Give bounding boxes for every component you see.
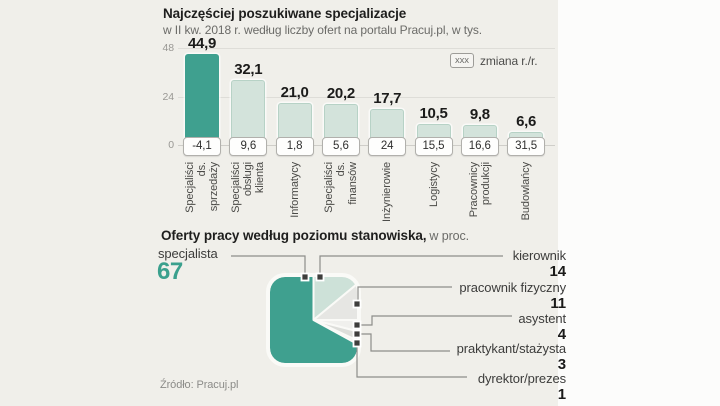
- pie-chart-title: Oferty pracy według poziomu stanowiska, w…: [161, 228, 469, 243]
- pie-slice-specjalista: [270, 277, 357, 363]
- bar-value: 10,5: [419, 104, 448, 122]
- bar-value: 6,6: [516, 112, 537, 130]
- y-axis-tick: 48: [162, 42, 175, 54]
- bar-value: 32,1: [234, 61, 263, 79]
- bar-1: [231, 80, 266, 145]
- bar-change-badge: 5,6: [321, 137, 360, 156]
- pie-title-unit: w proc.: [429, 229, 470, 243]
- pie-label-name: praktykant/stażysta: [456, 341, 566, 356]
- pie-label-value: 11: [550, 295, 566, 312]
- pie-label-specjalista: specjalista: [158, 246, 218, 261]
- square-pie-chart: [231, 255, 512, 378]
- bar-category-label: Logistycy: [427, 162, 440, 207]
- y-axis-tick: 24: [162, 90, 175, 103]
- connector-specjalista: [231, 255, 306, 273]
- marker-kierownik: [315, 272, 325, 282]
- bar-chart-subtitle: w II kw. 2018 r. według liczby ofert na …: [163, 23, 482, 37]
- marker-specjalista: [300, 272, 310, 282]
- pie-label-value: 4: [557, 326, 566, 343]
- bar-change-badge: 1,8: [275, 137, 314, 156]
- source-note: Źródło: Pracuj.pl: [160, 379, 239, 391]
- legend-tag: xxx: [450, 53, 474, 68]
- bar-change-badge: 16,6: [460, 137, 499, 156]
- pie-label-name: dyrektor/prezes: [477, 371, 566, 386]
- bar-category-label: Specjaliści ds. finansów: [322, 162, 359, 213]
- pie-slices: [270, 277, 357, 363]
- pie-label-kierownik: kierownik 14: [512, 248, 567, 280]
- y-axis-tick: 0: [168, 139, 174, 151]
- legend: xxx zmiana r./r.: [450, 53, 538, 68]
- bar-category-label: Inżynierowie: [381, 162, 394, 222]
- pie-label-value: 3: [557, 356, 566, 373]
- pie-label-value: 14: [549, 263, 567, 280]
- legend-label: zmiana r./r.: [479, 53, 538, 68]
- bar-change-badge: 31,5: [507, 137, 546, 156]
- marker-pracownik-fizyczny: [352, 299, 362, 309]
- bar-chart-title: Najczęściej poszukiwane specjalizacje: [163, 6, 407, 21]
- pie-label-asystent: asystent 4: [518, 311, 566, 343]
- bar-category-label: Specjaliści ds. sprzedaży: [184, 162, 220, 213]
- pie-label-praktykant-sta-ysta: praktykant/stażysta 3: [456, 341, 566, 373]
- marker-asystent: [352, 320, 362, 330]
- bar-value: 20,2: [326, 85, 355, 103]
- pie-label-name: pracownik fizyczny: [459, 280, 566, 295]
- bar-category-label: Pracownicy produkcji: [467, 162, 492, 218]
- bar-value: 17,7: [373, 90, 402, 108]
- bar-change-badge: 24: [368, 137, 407, 156]
- marker-dyrektor: [352, 338, 362, 348]
- pie-title-text: Oferty pracy według poziomu stanowiska,: [161, 228, 427, 243]
- connector-praktykant: [361, 333, 450, 352]
- pie-label-name: kierownik: [512, 248, 566, 263]
- gridline: [178, 145, 555, 146]
- gridline: [178, 96, 555, 98]
- marker-praktykant: [352, 329, 362, 339]
- pie-label-dyrektor-prezes: dyrektor/prezes 1: [477, 371, 566, 403]
- bar-category-label: Informatycy: [288, 162, 301, 218]
- pie-slice-kierownik: [312, 277, 357, 321]
- connector-pracownik-fizyczny: [357, 286, 452, 301]
- bar-change-badge: 9,6: [229, 137, 268, 156]
- bar-category-label: Budowlańcy: [520, 162, 533, 221]
- bar-value: 9,8: [469, 106, 490, 124]
- pie-label-value: 1: [557, 386, 566, 403]
- bar-0: [185, 54, 219, 145]
- bar-value: 21,0: [280, 83, 309, 101]
- connector-asystent: [361, 315, 512, 326]
- pie-slice-pracownik-fizyczny: [312, 277, 357, 321]
- pie-border-ring: [266, 273, 361, 367]
- pie-label-name: asystent: [518, 311, 566, 326]
- bar-category-label: Specjaliści obsługi klienta: [230, 162, 267, 213]
- bar-change-badge: 15,5: [414, 137, 453, 156]
- connector-kierownik: [319, 255, 503, 273]
- bar-change-badge: -4,1: [183, 137, 221, 156]
- connector-dyrektor: [356, 347, 467, 378]
- gridline: [178, 48, 555, 49]
- pie-label-pracownik-fizyczny: pracownik fizyczny 11: [459, 280, 566, 312]
- bar-value: 44,9: [188, 35, 216, 53]
- pie-value-specjalista: 67: [157, 258, 183, 285]
